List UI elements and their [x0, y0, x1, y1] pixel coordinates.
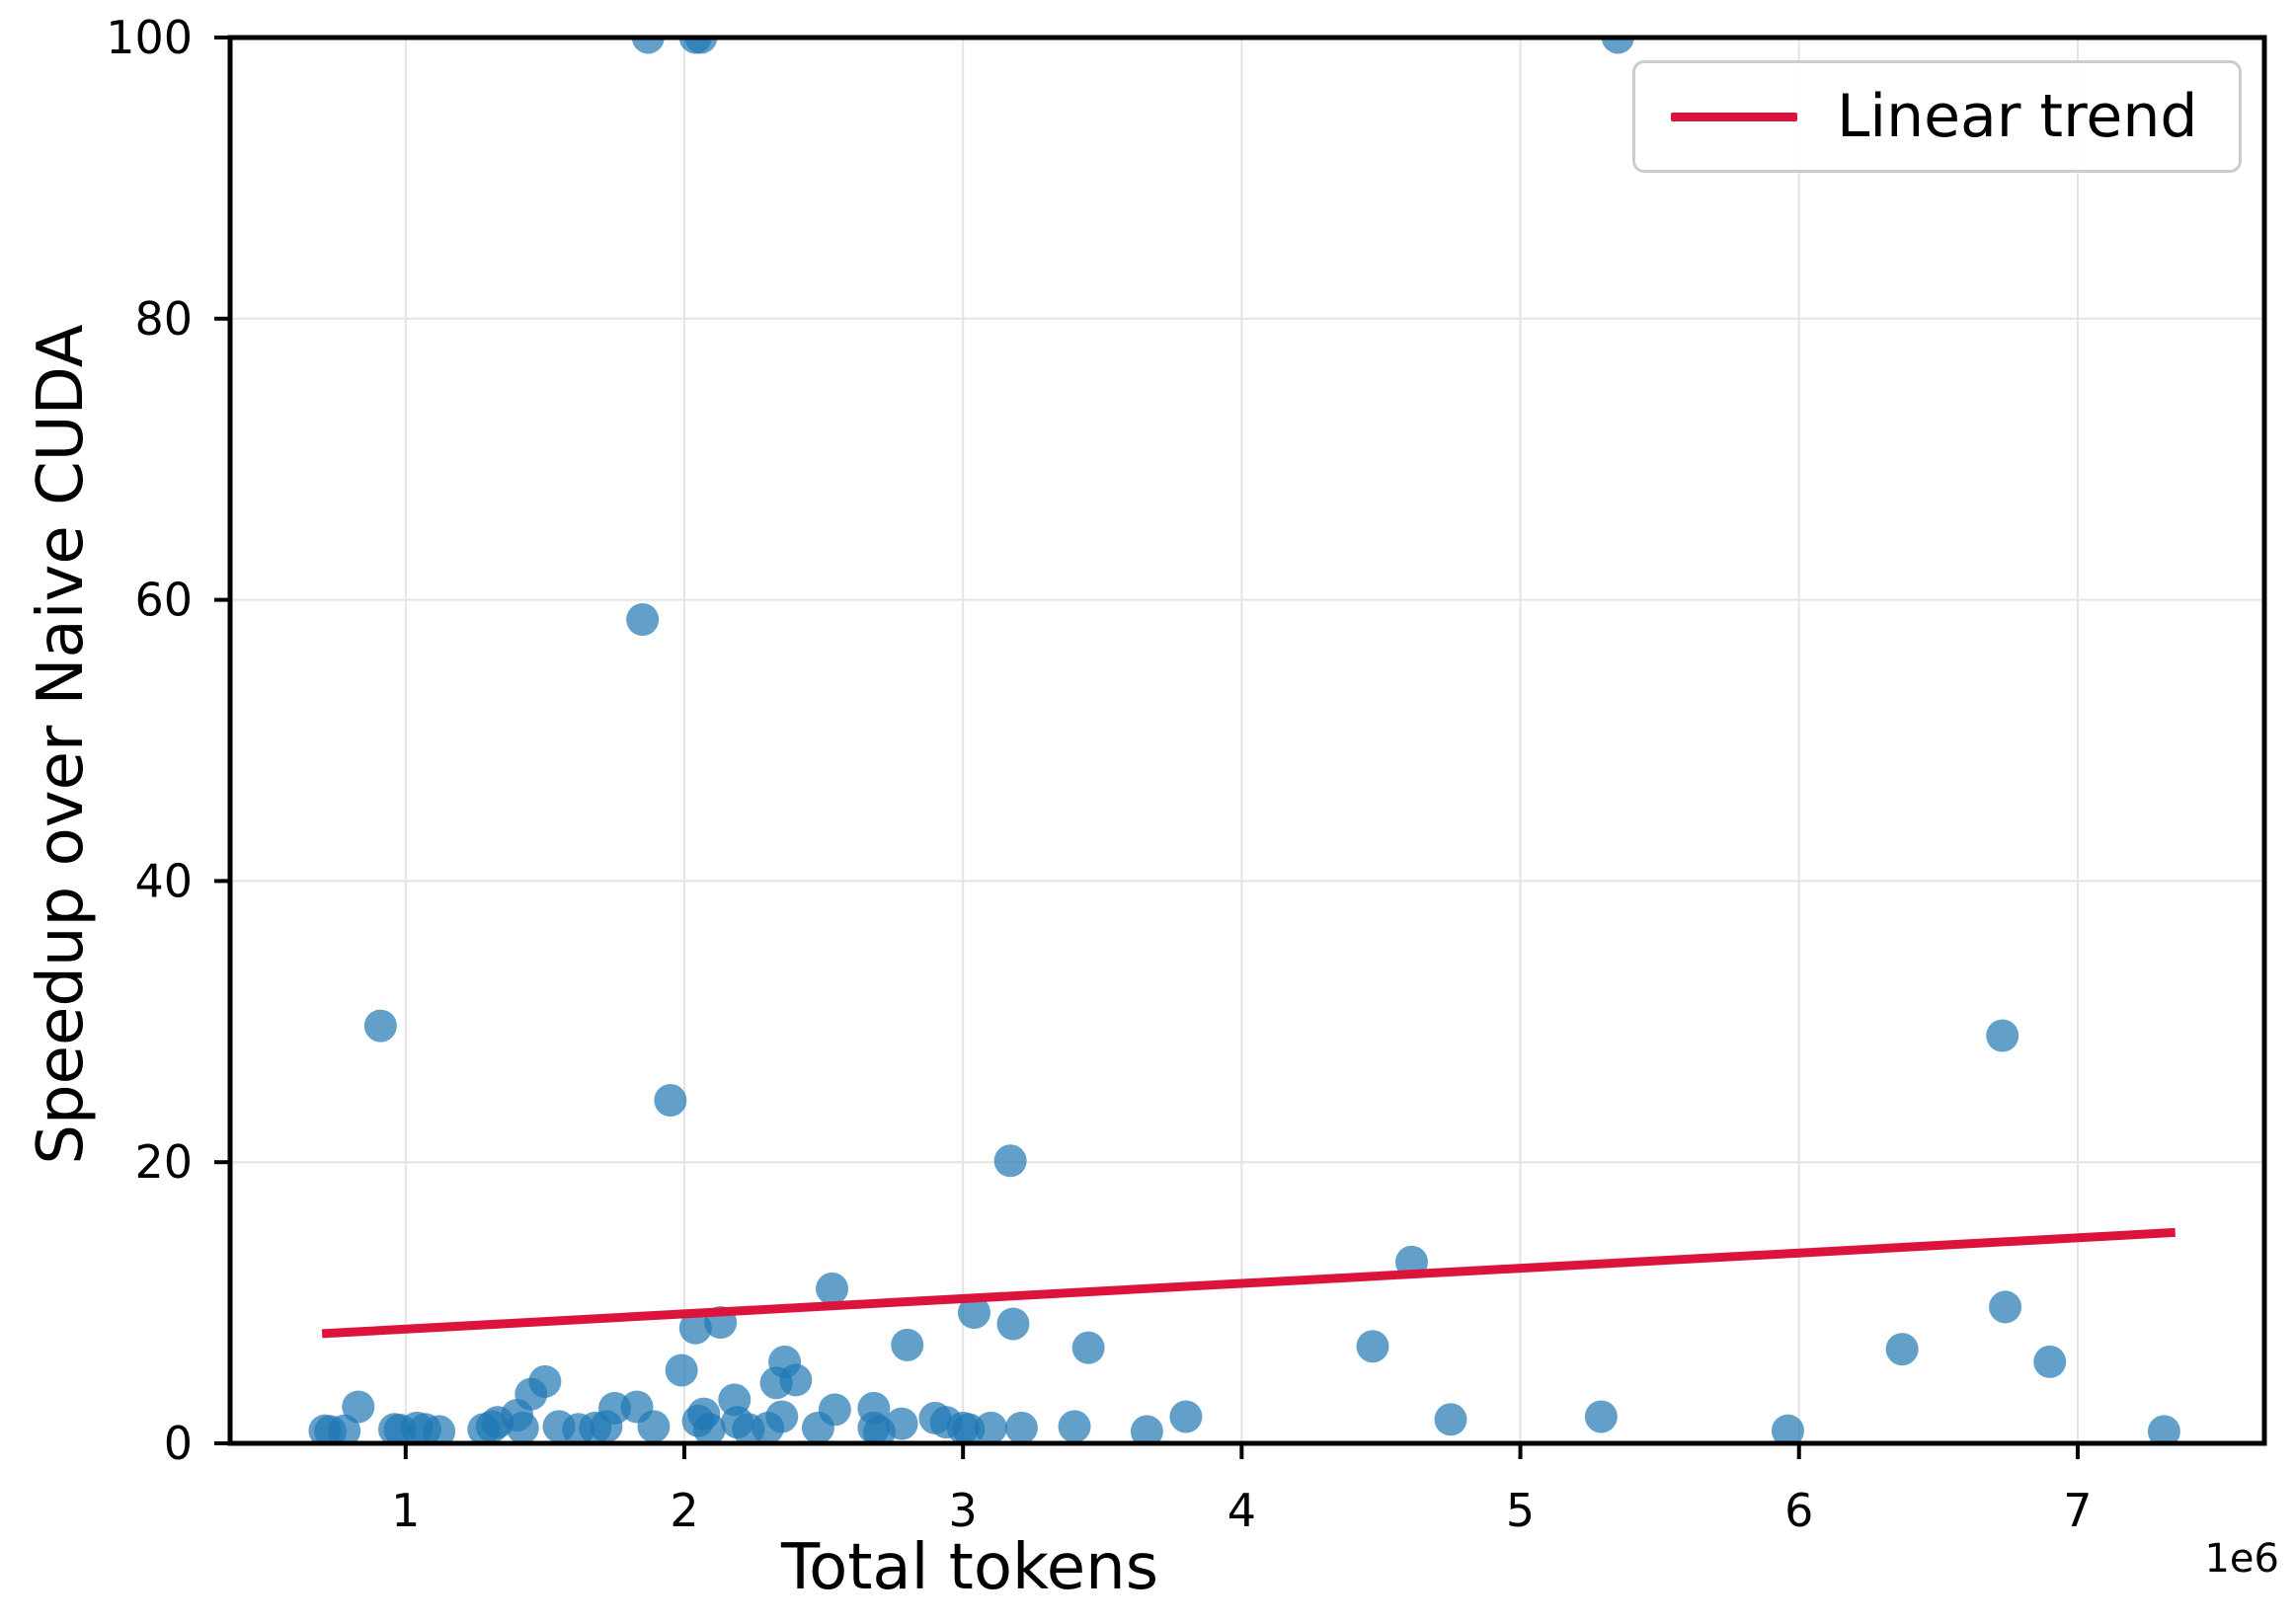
scatter-point [692, 1413, 726, 1443]
legend-line-sample [1671, 112, 1797, 121]
scatter-point [528, 1364, 562, 1398]
scatter-point [1130, 1415, 1163, 1443]
x-tick-label: 2 [670, 1484, 698, 1537]
scatter-point [885, 1407, 918, 1440]
scatter-point [631, 38, 665, 54]
scatter-point [1986, 1019, 2019, 1052]
scatter-point [506, 1411, 539, 1443]
legend-label: Linear trend [1837, 82, 2198, 151]
scatter-point [1601, 38, 1634, 54]
x-tick-label: 5 [1506, 1484, 1535, 1537]
scatter-point [1989, 1290, 2022, 1324]
scatter-point [1058, 1410, 1091, 1443]
scatter-point [654, 1084, 687, 1118]
scatter-point [779, 1363, 813, 1397]
scatter-point [1356, 1330, 1389, 1363]
axis-offset-label: 1e6 [2204, 1536, 2279, 1582]
y-tick-label: 60 [134, 574, 193, 627]
scatter-point [1771, 1414, 1804, 1443]
x-tick-label: 7 [2063, 1484, 2092, 1537]
scatter-point [342, 1390, 375, 1424]
y-axis-label: Speedup over Naive CUDA [25, 324, 98, 1165]
scatter-point [1004, 1411, 1038, 1443]
scatter-point [363, 1009, 397, 1043]
x-tick-label: 1 [391, 1484, 420, 1537]
y-tick-label: 80 [134, 292, 193, 346]
legend: Linear trend [1632, 60, 2242, 173]
scatter-point [423, 1415, 456, 1443]
scatter-point [1434, 1403, 1467, 1436]
scatter-point [2147, 1415, 2180, 1443]
scatter-point [765, 1400, 799, 1433]
scatter-point [626, 603, 660, 637]
y-tick-label: 0 [164, 1417, 193, 1470]
scatter-point [665, 1353, 698, 1387]
scatter-point [993, 1144, 1027, 1178]
data-layer [308, 38, 2180, 1443]
scatter-point [1584, 1400, 1618, 1433]
y-tick-label: 20 [134, 1135, 193, 1189]
scatter-point [684, 38, 718, 54]
scatter-point [678, 1311, 712, 1345]
scatter-point [816, 1272, 849, 1305]
scatter-point [1169, 1400, 1203, 1433]
scatter-point [891, 1328, 924, 1361]
scatter-point [1071, 1331, 1105, 1364]
x-axis-label-wrap: Total tokens [0, 1536, 2295, 1599]
plot-border [227, 35, 2267, 1446]
scatter-point [996, 1307, 1030, 1341]
scatter-point [2033, 1345, 2067, 1378]
x-tick-label: 6 [1784, 1484, 1813, 1537]
x-tick-label: 4 [1227, 1484, 1256, 1537]
x-axis-label: Total tokens [780, 1531, 1159, 1604]
scatter-point [818, 1393, 851, 1427]
scatter-point [974, 1411, 1007, 1443]
x-tick-label: 3 [949, 1484, 978, 1537]
scatter-point [957, 1296, 990, 1330]
y-tick-label: 100 [106, 11, 193, 64]
trend-line [321, 1227, 2176, 1339]
scatter-point [1885, 1333, 1919, 1366]
scatter-point [637, 1410, 671, 1443]
y-tick-label: 40 [134, 854, 193, 907]
